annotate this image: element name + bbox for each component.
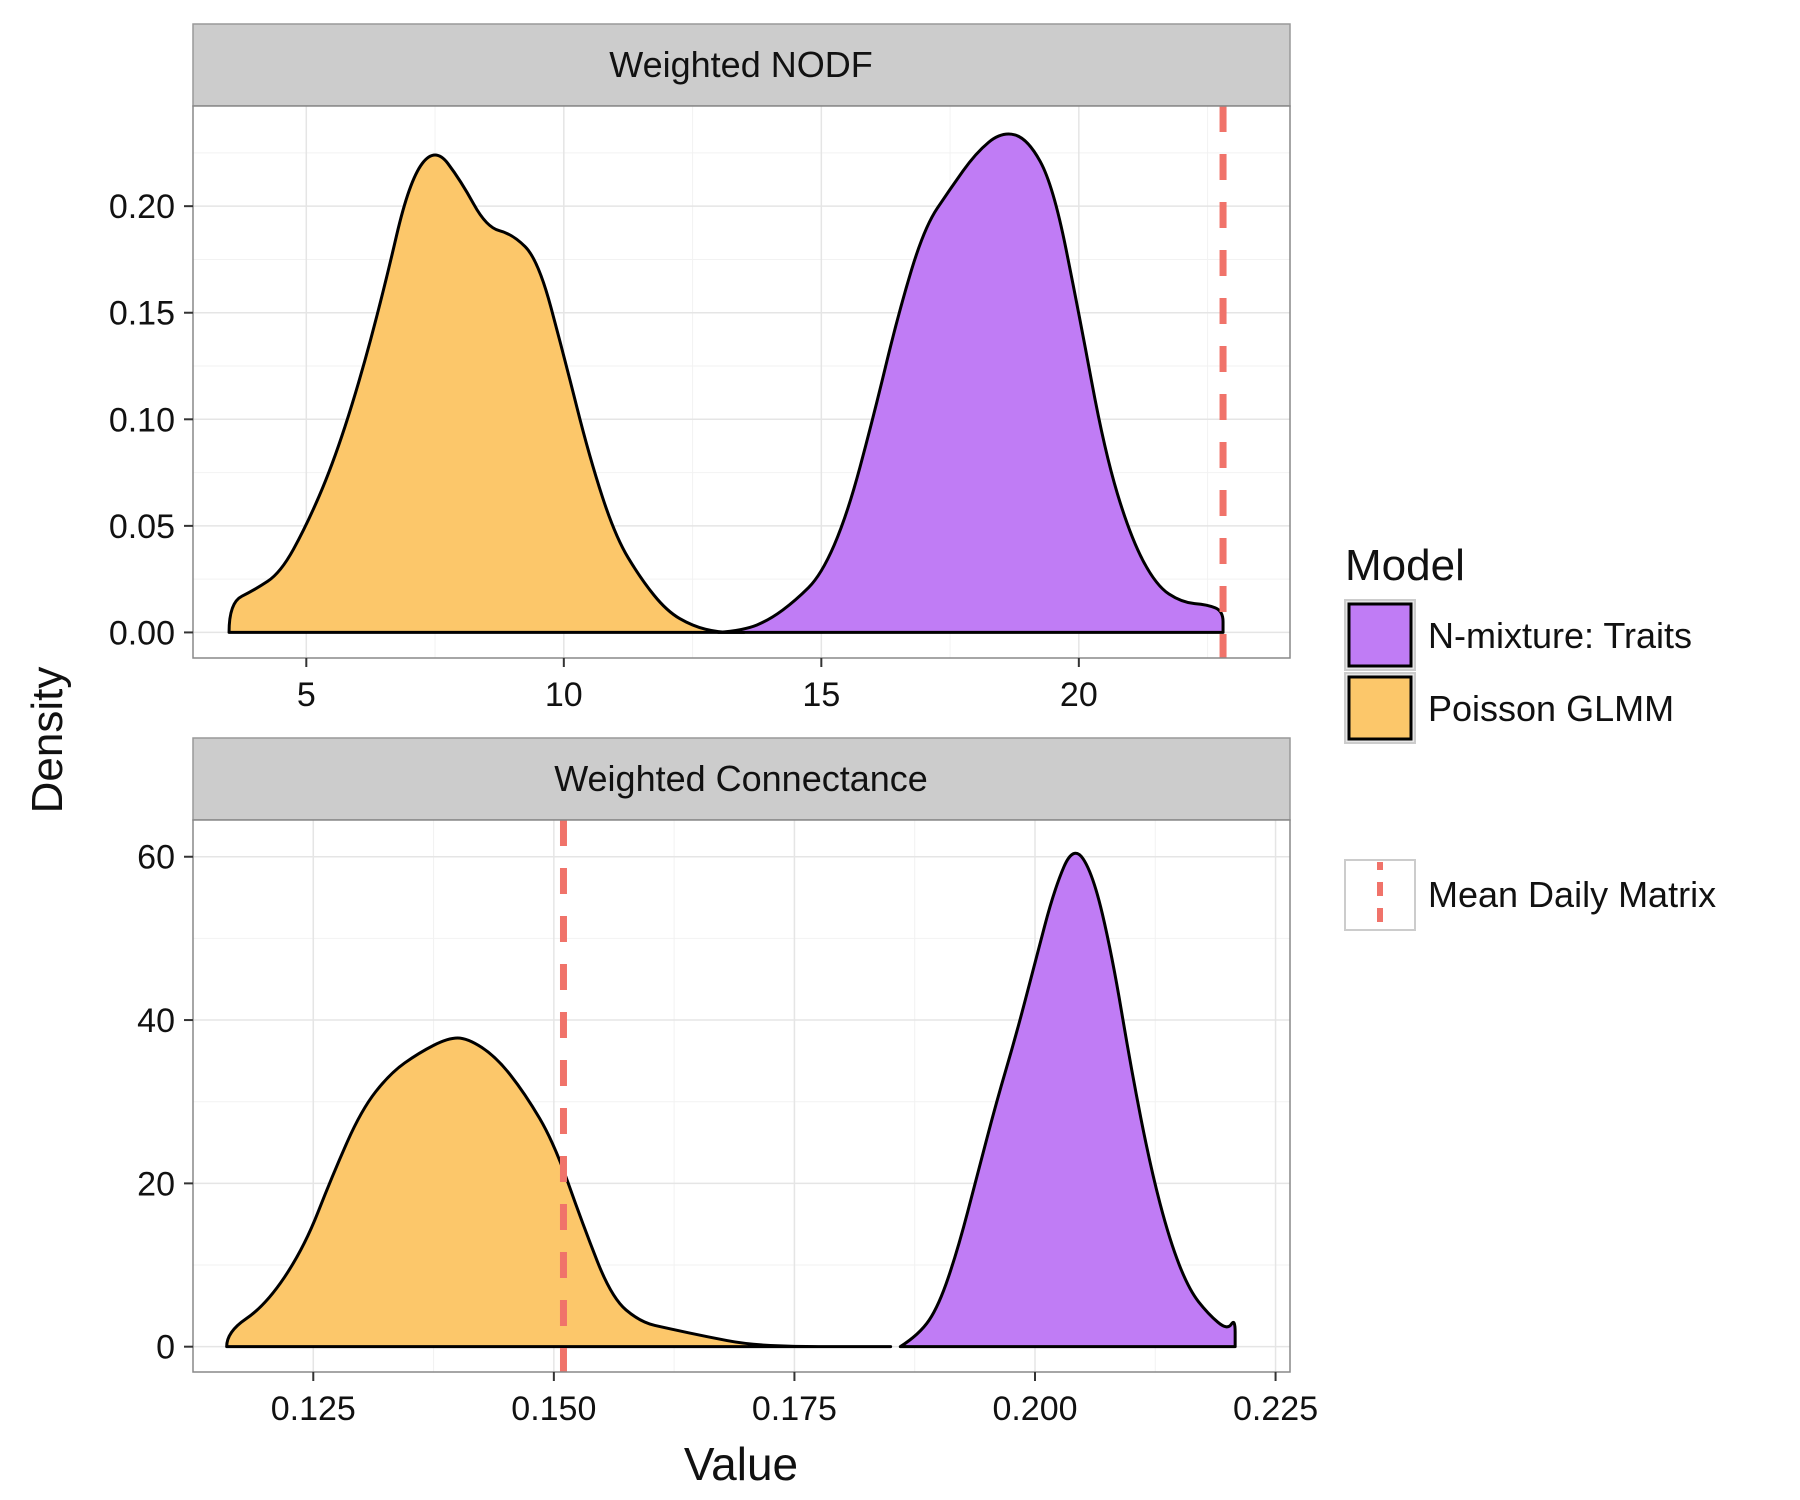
y-tick-label: 60 [137, 839, 175, 877]
x-axis: 5 10 15 20 [297, 658, 1098, 714]
legend-entry-n-mixture: N-mixture: Traits [1344, 599, 1692, 671]
panel-title: Weighted Connectance [554, 758, 928, 799]
y-tick-label: 0.10 [109, 401, 175, 439]
y-tick-label: 0.00 [109, 614, 175, 652]
x-tick-label: 0.225 [1233, 1390, 1318, 1428]
legend: Model N-mixture: Traits Poisson GLMM Mea… [1344, 541, 1716, 931]
legend-swatch [1347, 675, 1413, 741]
density-area-n-mixture-traits [898, 851, 1237, 1349]
x-tick-label: 0.150 [511, 1390, 596, 1428]
legend-entry-poisson-glmm: Poisson GLMM [1344, 672, 1674, 744]
y-tick-label: 0.20 [109, 188, 175, 226]
x-tick-label: 0.200 [992, 1390, 1077, 1428]
y-axis: 0 20 40 60 [137, 839, 193, 1367]
legend-title: Model [1345, 541, 1465, 590]
y-tick-label: 40 [137, 1002, 175, 1040]
legend-swatch [1347, 602, 1413, 668]
y-tick-label: 0 [156, 1329, 175, 1367]
plot-border [192, 105, 1291, 659]
x-tick-label: 5 [297, 676, 316, 714]
y-tick-label: 20 [137, 1165, 175, 1203]
x-axis: 0.125 0.150 0.175 0.200 0.225 [271, 1372, 1318, 1428]
y-axis: 0.00 0.05 0.10 0.15 0.20 [109, 188, 193, 652]
density-area-poisson-glmm [227, 153, 746, 634]
x-tick-label: 10 [545, 676, 583, 714]
panel-strip [192, 23, 1291, 107]
y-axis-title: Density [23, 667, 72, 814]
density-area-n-mixture-traits [716, 132, 1225, 634]
y-tick-label: 0.15 [109, 295, 175, 333]
y-tick-label: 0.05 [109, 508, 175, 546]
legend-label: Mean Daily Matrix [1428, 874, 1716, 915]
series-layer [225, 851, 1237, 1349]
x-tick-label: 0.175 [752, 1390, 837, 1428]
legend-label: Poisson GLMM [1428, 688, 1674, 729]
x-tick-label: 15 [802, 676, 840, 714]
panel-strip [192, 737, 1291, 821]
density-area-poisson-glmm [225, 1036, 893, 1349]
x-axis-title: Value [684, 1438, 798, 1490]
x-tick-label: 20 [1060, 676, 1098, 714]
panel-weighted-connectance: Weighted Connectance 0.125 0.150 0.175 0.20… [137, 737, 1318, 1428]
plot-border [192, 819, 1291, 1373]
x-tick-label: 0.125 [271, 1390, 356, 1428]
legend-entry-mean-daily-matrix: Mean Daily Matrix [1344, 859, 1716, 931]
series-layer [227, 132, 1225, 634]
legend-label: N-mixture: Traits [1428, 615, 1692, 656]
panel-title: Weighted NODF [609, 44, 872, 85]
panel-weighted-nodf: Weighted NODF 5 10 15 20 0.000.050.100.150.… [109, 23, 1291, 714]
